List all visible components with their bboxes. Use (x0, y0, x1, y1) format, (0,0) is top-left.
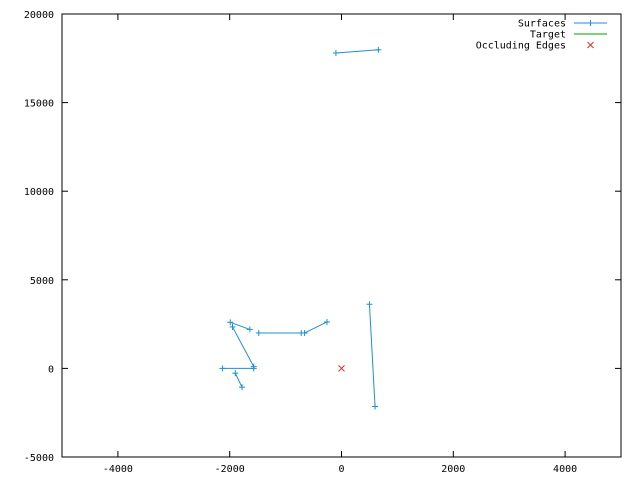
y-tick-label: 20000 (24, 10, 54, 21)
surface-segment (332, 46, 382, 56)
legend-item-surfaces: Surfaces (518, 19, 607, 30)
y-tick-label: -5000 (24, 453, 54, 464)
y-tick-label: 15000 (24, 99, 54, 110)
occluding-edge-point (338, 365, 345, 372)
legend-swatch-marker (587, 41, 594, 49)
surface-segment (219, 365, 257, 372)
x-tick-label: 2000 (441, 464, 465, 475)
series-surfaces (219, 46, 382, 410)
plot-border (61, 13, 622, 458)
series-occluding-edges (338, 365, 345, 372)
surface-line (304, 321, 328, 334)
y-tick-label: 0 (48, 364, 54, 375)
surface-line (232, 326, 255, 367)
plot-frame (61, 13, 622, 458)
legend-item-target: Target (530, 30, 607, 41)
surface-segment (301, 318, 330, 336)
x-tick-label: -4000 (103, 464, 133, 475)
legend-label: Occluding Edges (476, 41, 566, 52)
axis-ticks: -4000 -2000 0 2000 4000 -5000 0 5000 10000 15000 2… (24, 10, 621, 475)
legend-item-occluding: Occluding Edges (476, 41, 594, 52)
surface-line (234, 372, 243, 388)
y-tick-label: 5000 (30, 276, 54, 287)
surface-segment (255, 329, 305, 336)
surface-segment (366, 301, 379, 410)
surface-line (335, 49, 379, 54)
legend-label: Target (530, 30, 566, 41)
occluding-cross (338, 365, 345, 372)
legend-label: Surfaces (518, 19, 566, 30)
surface-segment (232, 370, 245, 391)
surface-segment (227, 319, 253, 333)
x-tick-label: 0 (338, 464, 344, 475)
x-tick-label: -2000 (215, 464, 245, 475)
surface-line (368, 304, 376, 407)
surface-segment (229, 323, 257, 370)
surface-line (230, 321, 250, 330)
x-tick-label: 4000 (553, 464, 577, 475)
y-tick-label: 10000 (24, 187, 54, 198)
